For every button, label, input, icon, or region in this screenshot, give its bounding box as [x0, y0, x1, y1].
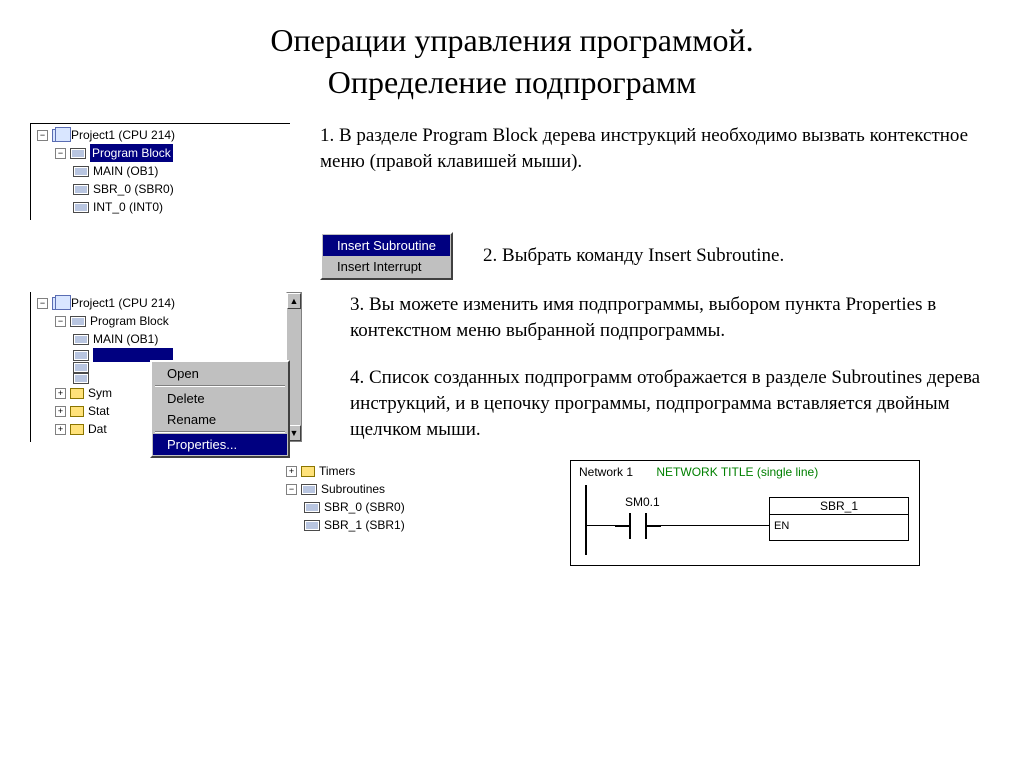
block-icon: [73, 166, 89, 177]
network-label: Network 1: [579, 465, 633, 479]
tree-int0[interactable]: INT_0 (INT0): [93, 198, 163, 216]
contact-no[interactable]: [615, 513, 661, 539]
contact-label: SM0.1: [625, 495, 660, 509]
folder-icon: [301, 466, 315, 477]
scroll-up-icon[interactable]: ▲: [287, 293, 301, 309]
tree2-data[interactable]: Dat: [88, 420, 107, 438]
ladder-editor[interactable]: Network 1 NETWORK TITLE (single line) SM…: [570, 460, 920, 566]
tree2-root-label: Project1 (CPU 214): [71, 294, 175, 312]
expand-icon[interactable]: +: [55, 388, 66, 399]
collapse-icon[interactable]: −: [55, 148, 66, 159]
collapse-icon[interactable]: −: [286, 484, 297, 495]
page-title: Операции управления программой. Определе…: [30, 20, 994, 103]
collapse-icon[interactable]: −: [55, 316, 66, 327]
folder-icon: [70, 406, 84, 417]
tree3-sbr0[interactable]: SBR_0 (SBR0): [324, 498, 405, 516]
step-1-text: 1. В разделе Program Block дерева инстру…: [320, 123, 994, 174]
menu-rename[interactable]: Rename: [153, 409, 287, 430]
expand-icon[interactable]: +: [55, 424, 66, 435]
block-icon: [73, 350, 89, 361]
title-line-2: Определение подпрограмм: [30, 62, 994, 104]
project-icon: [52, 297, 67, 310]
wire: [587, 525, 615, 526]
title-line-1: Операции управления программой.: [30, 20, 994, 62]
block-icon: [301, 484, 317, 495]
tree-root-label: Project1 (CPU 214): [71, 126, 175, 144]
menu-properties[interactable]: Properties...: [153, 434, 287, 455]
network-title: NETWORK TITLE (single line): [656, 465, 818, 479]
step-2-text: 2. Выбрать команду Insert Subroutine.: [483, 243, 994, 269]
collapse-icon[interactable]: −: [37, 130, 48, 141]
expand-icon[interactable]: +: [286, 466, 297, 477]
tree2-main[interactable]: MAIN (OB1): [93, 330, 158, 348]
block-icon: [304, 502, 320, 513]
tree3-timers[interactable]: Timers: [319, 462, 355, 480]
block-icon: [73, 362, 89, 373]
project-tree-1[interactable]: − Project1 (CPU 214) − Program Block MAI…: [30, 123, 290, 220]
block-icon: [70, 316, 86, 327]
folder-icon: [70, 424, 84, 435]
instruction-tree[interactable]: + Timers − Subroutines SBR_0 (SBR0) SBR_1 …: [280, 460, 510, 538]
tree-program-block[interactable]: Program Block: [90, 144, 173, 162]
project-icon: [52, 129, 67, 142]
fbox-pin-en: EN: [774, 520, 789, 532]
tree2-stat[interactable]: Stat: [88, 402, 109, 420]
block-icon: [73, 202, 89, 213]
context-menu-item[interactable]: Open Delete Rename Properties...: [150, 360, 290, 458]
tree-main[interactable]: MAIN (OB1): [93, 162, 158, 180]
tree2-sym[interactable]: Sym: [88, 384, 112, 402]
block-icon: [70, 148, 86, 159]
tree3-subroutines[interactable]: Subroutines: [321, 480, 385, 498]
block-icon: [73, 184, 89, 195]
context-menu-insert[interactable]: Insert Subroutine Insert Interrupt: [320, 232, 453, 280]
power-rail: [585, 485, 587, 555]
menu-delete[interactable]: Delete: [153, 388, 287, 409]
menu-insert-interrupt[interactable]: Insert Interrupt: [323, 256, 450, 277]
fbox-name: SBR_1: [770, 498, 908, 515]
tree3-sbr1[interactable]: SBR_1 (SBR1): [324, 516, 405, 534]
step-4-text: 4. Список созданных подпрограмм отобража…: [350, 365, 994, 442]
block-icon: [73, 334, 89, 345]
tree-sbr0[interactable]: SBR_0 (SBR0): [93, 180, 174, 198]
function-block[interactable]: SBR_1 EN: [769, 497, 909, 541]
menu-open[interactable]: Open: [153, 363, 287, 384]
expand-icon[interactable]: +: [55, 406, 66, 417]
tree2-program-block[interactable]: Program Block: [90, 312, 169, 330]
block-icon: [304, 520, 320, 531]
folder-icon: [70, 388, 84, 399]
wire: [661, 525, 769, 526]
step-3-text: 3. Вы можете изменить имя подпрограммы, …: [350, 292, 994, 343]
collapse-icon[interactable]: −: [37, 298, 48, 309]
menu-insert-subroutine[interactable]: Insert Subroutine: [323, 235, 450, 256]
block-icon: [73, 373, 89, 384]
